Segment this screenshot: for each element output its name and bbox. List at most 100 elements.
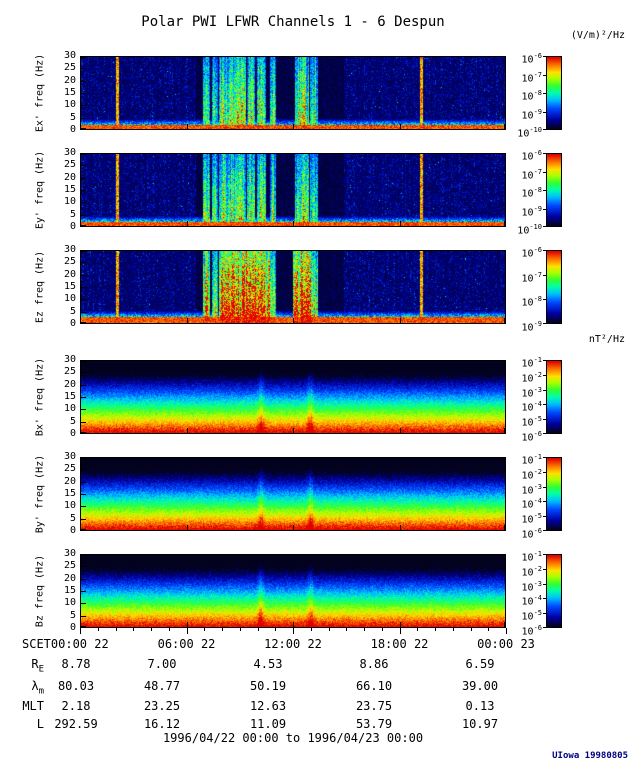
time-tick-label: 06:00 22 <box>157 637 216 651</box>
panel-ylabel-by: By' freq (Hz) <box>34 454 46 534</box>
colorbar-tick-label: 10-3 <box>521 482 542 496</box>
colorbar-bz <box>546 554 562 628</box>
freq-tick-mark <box>81 409 86 411</box>
freq-tick-mark <box>81 311 86 313</box>
freq-tick-mark <box>81 481 86 483</box>
freq-tick-mark <box>81 615 86 617</box>
colorbar-units-label: (V/m)²/Hz <box>570 30 625 41</box>
freq-tick-label: 30 <box>63 451 76 462</box>
freq-tick-mark <box>81 469 86 471</box>
spectrogram-panel-bx <box>80 360 506 434</box>
freq-tick-mark <box>81 117 86 119</box>
freq-tick-mark <box>81 93 86 94</box>
freq-tick-mark <box>81 190 86 191</box>
colorbar-tick-mark <box>543 374 546 376</box>
freq-tick-mark <box>81 251 86 252</box>
freq-tick-label: 0 <box>69 318 76 329</box>
time-minor-tick <box>328 628 330 631</box>
ephemeris-value: 0.13 <box>465 699 495 713</box>
freq-tick-mark <box>81 518 86 520</box>
ephemeris-value: 292.59 <box>54 717 98 731</box>
colorbar-tick-label: 10-5 <box>521 512 542 526</box>
colorbar-tick-mark <box>543 171 546 173</box>
freq-tick-label: 20 <box>63 171 76 183</box>
freq-tick-label: 30 <box>63 354 76 365</box>
time-tick-mark-inner <box>293 525 294 530</box>
time-tick-mark-inner <box>399 124 401 129</box>
time-minor-tick <box>133 628 135 631</box>
time-range-label: 1996/04/22 00:00 to 1996/04/23 00:00 <box>162 731 424 745</box>
time-tick-label: 18:00 22 <box>370 637 429 651</box>
freq-tick-label: 5 <box>69 111 76 123</box>
colorbar-tick-mark <box>543 419 546 421</box>
colorbar-tick-mark <box>543 583 546 585</box>
spectrogram-panel-bz <box>80 554 506 628</box>
colorbar-tick-label: 10-2 <box>521 467 542 482</box>
freq-tick-label: 15 <box>63 585 76 596</box>
time-minor-tick <box>470 628 472 631</box>
time-tick-mark-inner <box>399 318 401 323</box>
spectrogram-canvas-bz <box>81 555 505 627</box>
freq-tick-label: 10 <box>63 196 76 208</box>
time-tick-mark-inner <box>504 221 505 226</box>
freq-tick-mark <box>81 626 86 627</box>
time-tick-mark-inner <box>186 221 188 226</box>
freq-tick-mark <box>81 154 86 155</box>
time-tick-mark-inner <box>504 318 505 323</box>
colorbar-tick-label: 10-3 <box>521 385 542 399</box>
colorbar-tick-label: 10-8 <box>521 295 542 309</box>
freq-tick-mark <box>81 68 86 70</box>
ephemeris-value: 10.97 <box>461 717 499 731</box>
ephemeris-row-label: λm <box>31 679 44 697</box>
colorbar-tick-mark <box>543 226 546 227</box>
colorbar-tick-label: 10-10 <box>517 223 542 237</box>
freq-tick-mark <box>81 458 86 459</box>
time-tick-label: SCET00:00 22 <box>22 637 109 651</box>
ephemeris-row-label: RE <box>31 657 44 675</box>
time-tick-mark-inner <box>399 221 401 226</box>
colorbar-tick-label: 10-3 <box>521 579 542 593</box>
time-minor-tick <box>151 628 152 631</box>
time-minor-tick <box>168 628 170 631</box>
time-major-tick <box>80 628 81 634</box>
colorbar-tick-label: 10-2 <box>521 564 542 579</box>
freq-tick-label: 30 <box>63 244 76 255</box>
colorbar-tick-mark <box>543 598 546 600</box>
freq-tick-label: 0 <box>69 221 76 232</box>
freq-tick-label: 30 <box>63 548 76 559</box>
ephemeris-value: 23.25 <box>143 699 181 713</box>
freq-tick-mark <box>81 397 86 398</box>
freq-tick-mark <box>81 165 86 167</box>
ephemeris-value: 8.86 <box>359 657 389 671</box>
spectrogram-canvas-ex <box>81 57 505 129</box>
colorbar-gradient <box>547 555 561 627</box>
colorbar-tick-label: 10-5 <box>521 609 542 623</box>
time-major-tick <box>506 628 507 634</box>
time-tick-mark-inner <box>504 525 505 530</box>
colorbar-tick-mark <box>543 433 546 434</box>
spectrogram-canvas-ez <box>81 251 505 323</box>
ephemeris-value: 48.77 <box>143 679 181 693</box>
freq-tick-label: 25 <box>63 62 76 74</box>
freq-tick-mark <box>81 177 86 179</box>
freq-tick-label: 0 <box>69 525 76 536</box>
freq-tick-mark <box>81 128 86 129</box>
colorbar-gradient <box>547 251 561 323</box>
spectrogram-canvas-ey <box>81 154 505 226</box>
colorbar-units-label: nT²/Hz <box>588 334 625 345</box>
ephemeris-value: 23.75 <box>355 699 393 713</box>
freq-tick-label: 20 <box>63 378 76 390</box>
time-tick-mark-inner <box>504 622 505 627</box>
time-tick-mark-inner <box>186 622 188 627</box>
colorbar-gradient <box>547 361 561 433</box>
colorbar-tick-mark <box>543 530 546 531</box>
colorbar-tick-mark <box>543 56 546 57</box>
time-tick-mark-inner <box>504 428 505 433</box>
time-minor-tick <box>488 628 490 631</box>
time-tick-mark-inner <box>80 124 81 129</box>
freq-tick-mark <box>81 262 86 264</box>
spectrogram-canvas-bx <box>81 361 505 433</box>
colorbar-tick-label: 10-9 <box>521 107 542 121</box>
freq-tick-label: 5 <box>69 415 76 427</box>
